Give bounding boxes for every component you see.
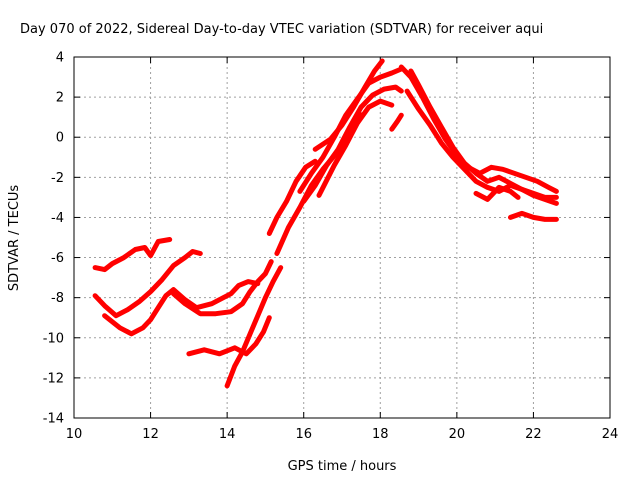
x-tick-label: 18 xyxy=(372,427,389,442)
x-tick-label: 24 xyxy=(602,427,619,442)
y-tick-label: -8 xyxy=(51,291,64,306)
y-tick-label: -2 xyxy=(51,171,64,186)
y-tick-labels: -14 -12 -10 -8 -6 -4 -2 0 2 4 xyxy=(43,51,64,427)
x-tick-label: 22 xyxy=(525,427,542,442)
y-tick-label: -4 xyxy=(51,211,64,226)
y-tick-label: 4 xyxy=(56,51,64,66)
series-arc-3 xyxy=(102,279,261,337)
x-tick-labels: 10 12 14 16 18 20 22 24 xyxy=(66,427,619,442)
x-tick-label: 20 xyxy=(449,427,466,442)
x-tick-label: 16 xyxy=(295,427,312,442)
x-axis-label: GPS time / hours xyxy=(288,459,397,474)
chart-title: Day 070 of 2022, Sidereal Day-to-day VTE… xyxy=(20,22,543,37)
series-arc-11 xyxy=(301,84,404,204)
y-tick-label: -10 xyxy=(43,331,64,346)
axis-ticks xyxy=(73,56,611,419)
series-arc-4 xyxy=(171,259,274,317)
y-tick-label: -14 xyxy=(43,412,64,427)
series-arc-18 xyxy=(508,210,559,222)
x-tick-label: 10 xyxy=(66,427,83,442)
x-tick-label: 12 xyxy=(142,427,159,442)
x-tick-label: 14 xyxy=(219,427,236,442)
data-series xyxy=(92,58,559,389)
series-arc-12 xyxy=(316,98,395,198)
series-arc-1 xyxy=(92,237,173,273)
series-arc-6 xyxy=(224,265,284,389)
y-tick-label: -6 xyxy=(51,251,64,266)
plot-frame xyxy=(73,56,611,419)
y-tick-label: -12 xyxy=(43,371,64,386)
series-arc-2 xyxy=(92,249,203,319)
series-arc-17 xyxy=(473,184,521,202)
series-arc-7 xyxy=(266,158,318,236)
y-axis-label: SDTVAR / TECUs xyxy=(7,185,22,292)
series-arc-16 xyxy=(404,88,559,206)
grid-lines xyxy=(74,57,610,418)
series-arc-10 xyxy=(297,66,404,194)
y-tick-label: 2 xyxy=(56,91,64,106)
y-tick-label: 0 xyxy=(56,131,64,146)
series-arc-13 xyxy=(389,112,404,132)
